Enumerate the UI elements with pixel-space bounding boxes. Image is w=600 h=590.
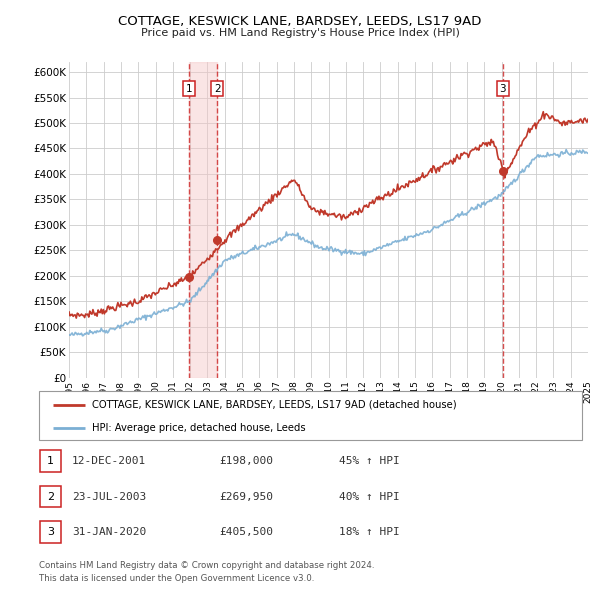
Text: 45% ↑ HPI: 45% ↑ HPI: [339, 457, 400, 466]
Text: 3: 3: [500, 84, 506, 94]
Text: 1: 1: [47, 456, 54, 466]
Text: 1: 1: [186, 84, 193, 94]
Text: 23-JUL-2003: 23-JUL-2003: [72, 492, 146, 502]
Text: 2: 2: [214, 84, 220, 94]
Text: 40% ↑ HPI: 40% ↑ HPI: [339, 492, 400, 502]
Text: 2: 2: [47, 491, 54, 502]
Bar: [189, 62, 217, 378]
Text: £198,000: £198,000: [219, 457, 273, 466]
Text: 3: 3: [47, 527, 54, 537]
Text: COTTAGE, KESWICK LANE, BARDSEY, LEEDS, LS17 9AD (detached house): COTTAGE, KESWICK LANE, BARDSEY, LEEDS, L…: [92, 399, 457, 409]
Text: 31-JAN-2020: 31-JAN-2020: [72, 527, 146, 537]
Text: 18% ↑ HPI: 18% ↑ HPI: [339, 527, 400, 537]
Text: Contains HM Land Registry data © Crown copyright and database right 2024.: Contains HM Land Registry data © Crown c…: [39, 561, 374, 570]
Text: 12-DEC-2001: 12-DEC-2001: [72, 457, 146, 466]
Text: HPI: Average price, detached house, Leeds: HPI: Average price, detached house, Leed…: [92, 424, 306, 434]
Text: Price paid vs. HM Land Registry's House Price Index (HPI): Price paid vs. HM Land Registry's House …: [140, 28, 460, 38]
Text: £269,950: £269,950: [219, 492, 273, 502]
Text: This data is licensed under the Open Government Licence v3.0.: This data is licensed under the Open Gov…: [39, 574, 314, 583]
Text: COTTAGE, KESWICK LANE, BARDSEY, LEEDS, LS17 9AD: COTTAGE, KESWICK LANE, BARDSEY, LEEDS, L…: [118, 15, 482, 28]
Text: £405,500: £405,500: [219, 527, 273, 537]
